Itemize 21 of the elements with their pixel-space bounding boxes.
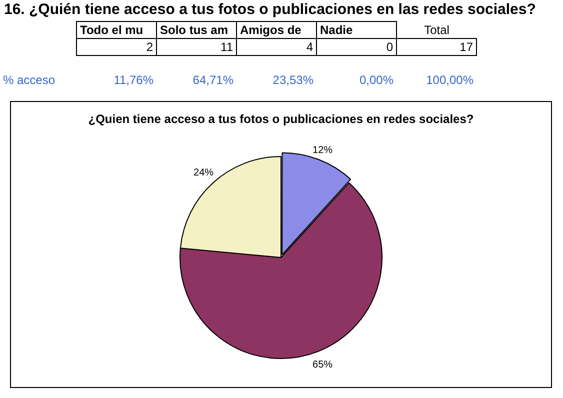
text: Amigos de [236, 22, 316, 38]
text: 11,76% [112, 72, 154, 88]
text: Total [423, 22, 450, 38]
text: 0,00% [358, 72, 394, 88]
text: 17 [396, 38, 476, 56]
text: 4 [236, 38, 316, 56]
data-label: 65% [312, 359, 333, 370]
data-label: 12% [312, 145, 333, 156]
text: 11 [156, 38, 236, 56]
text: Todo el mu [76, 22, 156, 38]
text: % acceso [2, 72, 56, 88]
text: 2 [76, 38, 156, 56]
text: Solo tus am [156, 22, 236, 38]
text: 23,53% [272, 72, 314, 88]
chart-subtitle: ¿Quien tiene acceso a tus fotos o publicaciones en redes sociales? [87, 112, 475, 126]
chart-title: 16. ¿Quién tiene acceso a tus fotos o publicaciones en las redes sociales? [3, 0, 537, 20]
data-label: 24% [194, 167, 214, 178]
text: 0 [316, 38, 396, 56]
text: 100,00% [425, 72, 474, 88]
text: Nadie [316, 22, 396, 38]
text: 64,71% [192, 72, 234, 88]
